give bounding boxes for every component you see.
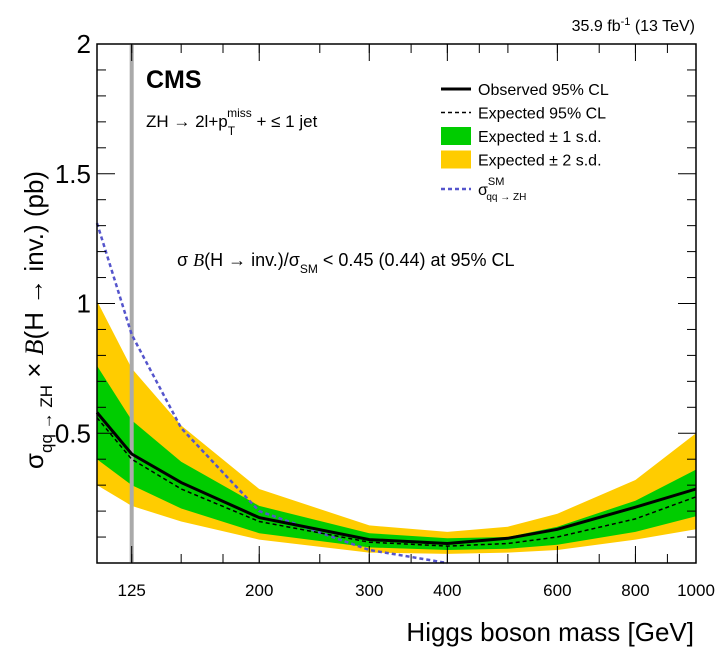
x-tick-label: 1000	[677, 581, 715, 600]
y-tick-label: 1	[77, 289, 91, 319]
y-axis-title: σqq → ZH × B(H → inv.) (pb)	[19, 171, 56, 469]
tick-labels: 125 200 300 400 600 800 1000 0.5 1 1.5 2	[55, 29, 715, 600]
experiment-label: CMS	[146, 66, 202, 94]
band-1sd	[97, 365, 696, 550]
uncertainty-bands	[97, 300, 696, 554]
legend-swatch-2sd	[441, 150, 471, 169]
legend-entry-label: Expected 95% CL	[478, 106, 606, 123]
y-tick-label: 1.5	[55, 159, 91, 189]
x-tick-label: 125	[118, 581, 146, 600]
process-label: ZH → 2l+pTmiss + ≤ 1 jet	[146, 106, 318, 138]
legend-entry-label: σSM qq → ZH	[478, 176, 526, 203]
legend-entry-label: Expected ± 2 s.d.	[478, 153, 602, 170]
x-tick-label: 400	[433, 581, 461, 600]
x-tick-label: 800	[621, 581, 649, 600]
legend-swatch-1sd	[441, 127, 471, 145]
x-tick-label: 600	[543, 581, 571, 600]
x-tick-label: 200	[245, 581, 273, 600]
limit-lines	[95, 222, 697, 565]
band-2sd	[97, 300, 696, 554]
legend: Observed 95% CL Expected 95% CL Expected ±…	[441, 82, 609, 203]
legend-entry-label: Observed 95% CL	[478, 82, 609, 99]
axis-ticks	[96, 43, 697, 564]
legend-entry-label: Expected ± 1 s.d.	[478, 129, 602, 146]
x-axis-title: Higgs boson mass [GeV]	[406, 617, 694, 647]
y-tick-label: 0.5	[55, 418, 91, 448]
x-tick-label: 300	[355, 581, 383, 600]
luminosity-label: 35.9 fb-1 (13 TeV)	[572, 16, 695, 35]
observed-line	[95, 411, 697, 546]
y-tick-label: 2	[77, 29, 91, 59]
result-annotation: σ B(H → inv.)/σSM < 0.45 (0.44) at 95% C…	[177, 250, 515, 276]
